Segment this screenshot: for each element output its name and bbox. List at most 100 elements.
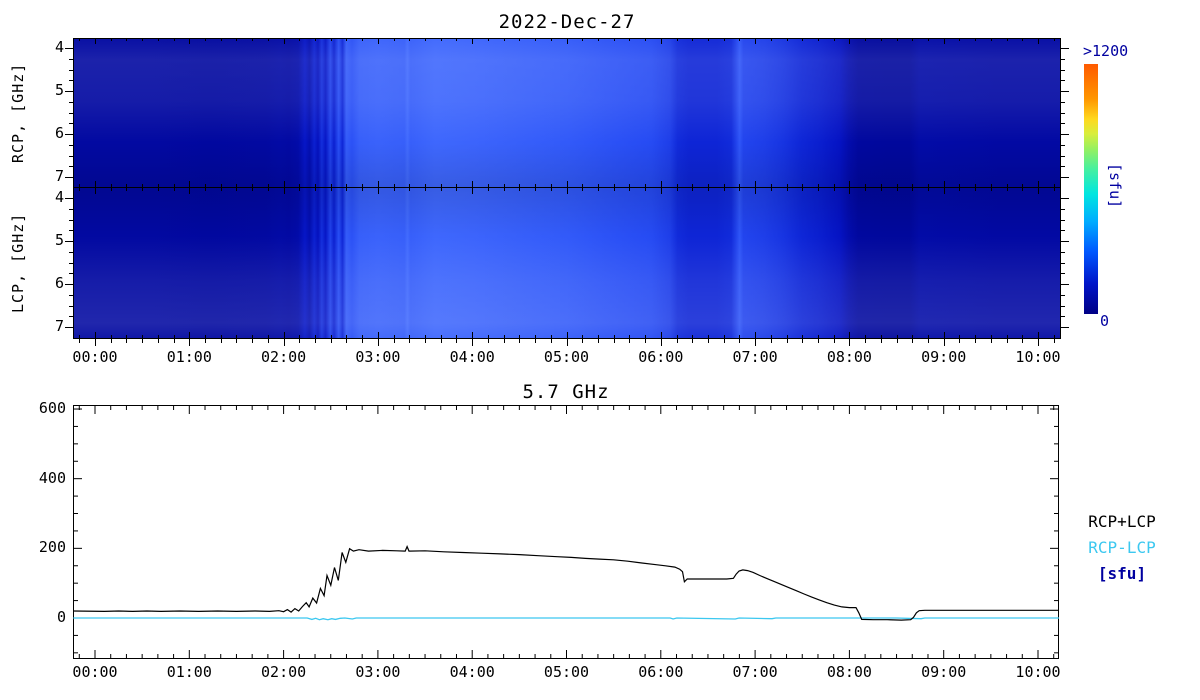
freq-tick	[1061, 208, 1065, 210]
freq-tick-label: 5	[54, 81, 64, 99]
freq-tick	[1061, 144, 1065, 146]
x-tick-label: 09:00	[921, 663, 967, 681]
freq-tick	[1061, 219, 1065, 221]
freq-tick	[1061, 273, 1065, 275]
time-tick	[95, 339, 96, 346]
timeseries-title: 5.7 GHz	[522, 381, 610, 403]
x-tick-label: 05:00	[543, 663, 590, 681]
freq-tick	[1061, 101, 1065, 103]
freq-tick	[1061, 230, 1065, 232]
y-tick-label: 200	[38, 538, 66, 557]
y-tick-label: 600	[38, 399, 66, 418]
time-tick	[362, 339, 364, 343]
time-tick	[1022, 339, 1024, 343]
time-tick	[912, 339, 914, 343]
freq-tick	[1061, 58, 1065, 60]
x-tick-label: 06:00	[638, 348, 684, 366]
legend-rcp-minus-lcp: RCP-LCP	[1088, 538, 1156, 557]
time-tick	[865, 339, 867, 343]
rcp-plus-lcp-curve	[73, 545, 1059, 621]
time-tick	[220, 339, 222, 343]
time-tick	[110, 339, 112, 343]
time-tick	[189, 339, 191, 346]
rcp-frequency-axis-label: RCP, [GHz]	[9, 62, 27, 164]
time-tick	[79, 339, 81, 343]
freq-tick	[65, 91, 73, 92]
lcp-dynamic-spectrum	[73, 187, 1061, 339]
freq-tick	[65, 198, 73, 199]
time-tick	[142, 339, 144, 343]
time-tick	[707, 339, 709, 343]
time-tick	[896, 339, 898, 343]
x-tick-label: 03:00	[355, 348, 401, 366]
x-tick-label: 01:00	[166, 663, 212, 681]
time-tick	[990, 339, 992, 343]
time-tick	[975, 339, 977, 343]
freq-tick	[1061, 294, 1065, 296]
x-tick-label: 10:00	[1015, 663, 1061, 681]
rcp-dynamic-spectrum	[73, 38, 1061, 188]
time-tick	[770, 339, 772, 343]
time-tick	[597, 339, 599, 343]
time-tick	[676, 339, 678, 343]
time-tick	[723, 339, 725, 343]
time-tick	[472, 339, 474, 346]
time-tick	[299, 339, 301, 343]
colorbar	[1084, 64, 1098, 314]
time-tick	[425, 339, 427, 343]
x-tick-label: 03:00	[355, 663, 401, 681]
time-tick	[613, 339, 615, 343]
legend-unit-sfu: [sfu]	[1097, 564, 1147, 583]
x-tick-label: 04:00	[449, 348, 495, 366]
freq-tick	[65, 177, 73, 178]
time-tick	[330, 339, 332, 343]
time-tick	[315, 339, 317, 343]
freq-tick	[1061, 284, 1069, 285]
legend-rcp-plus-lcp: RCP+LCP	[1088, 512, 1156, 531]
time-tick	[833, 339, 835, 343]
x-tick-label: 06:00	[638, 663, 684, 681]
time-tick	[173, 339, 175, 343]
freq-tick	[1061, 123, 1065, 125]
freq-tick-label: 7	[54, 167, 64, 185]
colorbar-unit-label: [sfu]	[1106, 163, 1124, 209]
time-tick	[409, 339, 411, 343]
time-tick	[393, 339, 395, 343]
time-tick	[849, 339, 851, 346]
time-tick	[503, 339, 505, 343]
spectrogram-date-title: 2022-Dec-27	[498, 11, 636, 33]
x-tick-label: 01:00	[166, 348, 212, 366]
time-tick	[456, 339, 458, 343]
rcp-minus-lcp-curve	[73, 617, 1059, 621]
freq-tick	[65, 327, 73, 328]
time-tick	[817, 339, 819, 343]
time-tick	[267, 339, 269, 343]
freq-tick	[1061, 91, 1069, 92]
x-tick-label: 07:00	[732, 348, 778, 366]
x-tick-label: 00:00	[72, 348, 118, 366]
x-tick-label: 00:00	[72, 663, 118, 681]
freq-tick-label: 6	[54, 124, 64, 142]
freq-tick	[65, 241, 73, 242]
time-tick	[283, 339, 285, 346]
freq-tick-label: 6	[54, 274, 64, 292]
time-tick	[346, 339, 348, 343]
x-tick-label: 05:00	[543, 348, 590, 366]
freq-tick	[1061, 69, 1065, 71]
x-tick-label: 02:00	[261, 663, 307, 681]
freq-tick	[1061, 241, 1069, 242]
time-tick	[645, 339, 647, 343]
x-tick-label: 07:00	[732, 663, 778, 681]
freq-tick-label: 7	[54, 317, 64, 335]
freq-tick	[1061, 251, 1065, 253]
timeseries-plot	[73, 405, 1059, 659]
freq-tick	[1061, 80, 1065, 82]
x-tick-label: 08:00	[826, 663, 872, 681]
time-tick	[660, 339, 662, 346]
time-tick	[802, 339, 804, 343]
freq-tick-label: 5	[54, 231, 64, 249]
time-tick	[157, 339, 159, 343]
freq-tick	[65, 48, 73, 49]
time-tick	[1053, 339, 1055, 343]
freq-tick	[1061, 166, 1065, 168]
